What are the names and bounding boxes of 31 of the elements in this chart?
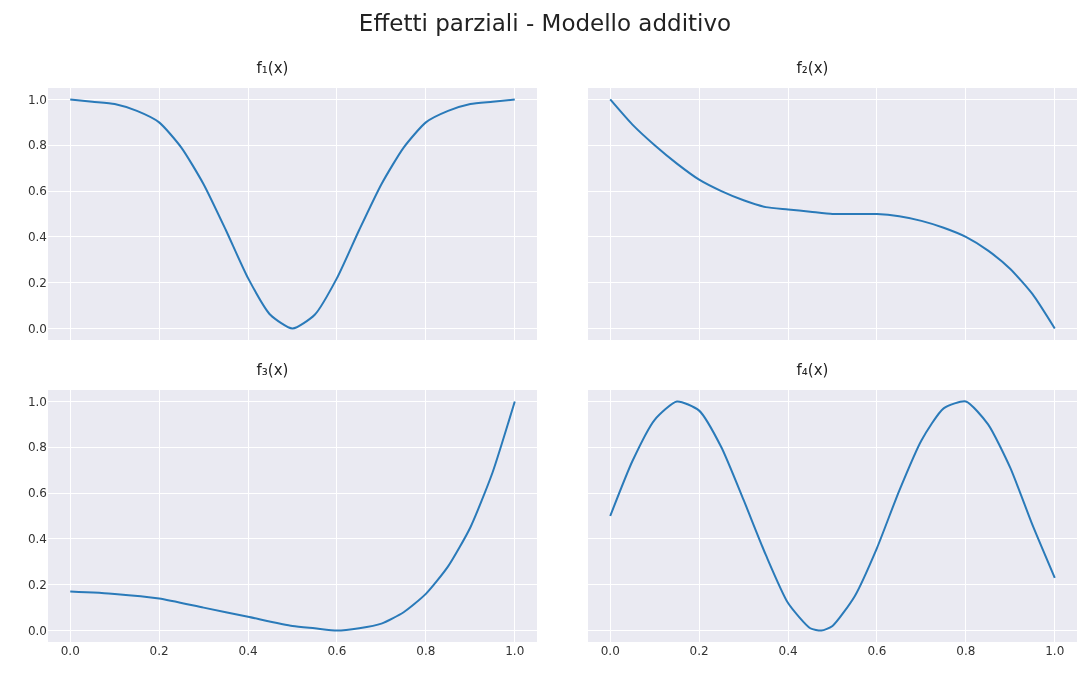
y-tick-label: 0.8 (27, 440, 47, 455)
chart-subtitle: f₁(x) (256, 59, 289, 78)
x-tick-label: 0.2 (689, 644, 709, 658)
x-tick-label: 0.0 (60, 644, 80, 658)
x-tick-label: 0.4 (778, 644, 798, 658)
x-tick-label: 1.0 (505, 644, 525, 658)
line-series (69, 400, 516, 632)
chart-title: Effetti parziali - Modello additivo (357, 10, 733, 36)
y-tick-label: 0.0 (27, 321, 47, 336)
y-tick-label: 0.2 (27, 275, 47, 290)
y-tick-label: 0.4 (27, 532, 47, 547)
y-tick-label: 0.0 (27, 623, 47, 638)
x-tick-label: 0.8 (416, 644, 436, 658)
line-series (69, 98, 516, 330)
x-tick-label: 0.2 (149, 644, 169, 658)
chart-subtitle: f₃(x) (256, 361, 289, 380)
y-tick-label: 0.4 (27, 230, 47, 245)
x-tick-label: 0.8 (956, 644, 976, 658)
x-tick-label: 0.6 (327, 644, 347, 658)
chart-subtitle: f₂(x) (796, 59, 829, 78)
y-tick-label: 0.6 (27, 184, 47, 199)
y-tick-label: 1.0 (27, 92, 47, 107)
y-tick-label: 0.8 (27, 138, 47, 153)
y-tick-label: 1.0 (27, 394, 47, 409)
x-tick-label: 1.0 (1045, 644, 1065, 658)
y-tick-label: 0.2 (27, 577, 47, 592)
chart-subtitle: f₄(x) (796, 361, 829, 380)
x-tick-label: 0.0 (600, 644, 620, 658)
x-tick-label: 0.4 (238, 644, 258, 658)
x-tick-label: 0.6 (867, 644, 887, 658)
y-tick-label: 0.6 (27, 486, 47, 501)
